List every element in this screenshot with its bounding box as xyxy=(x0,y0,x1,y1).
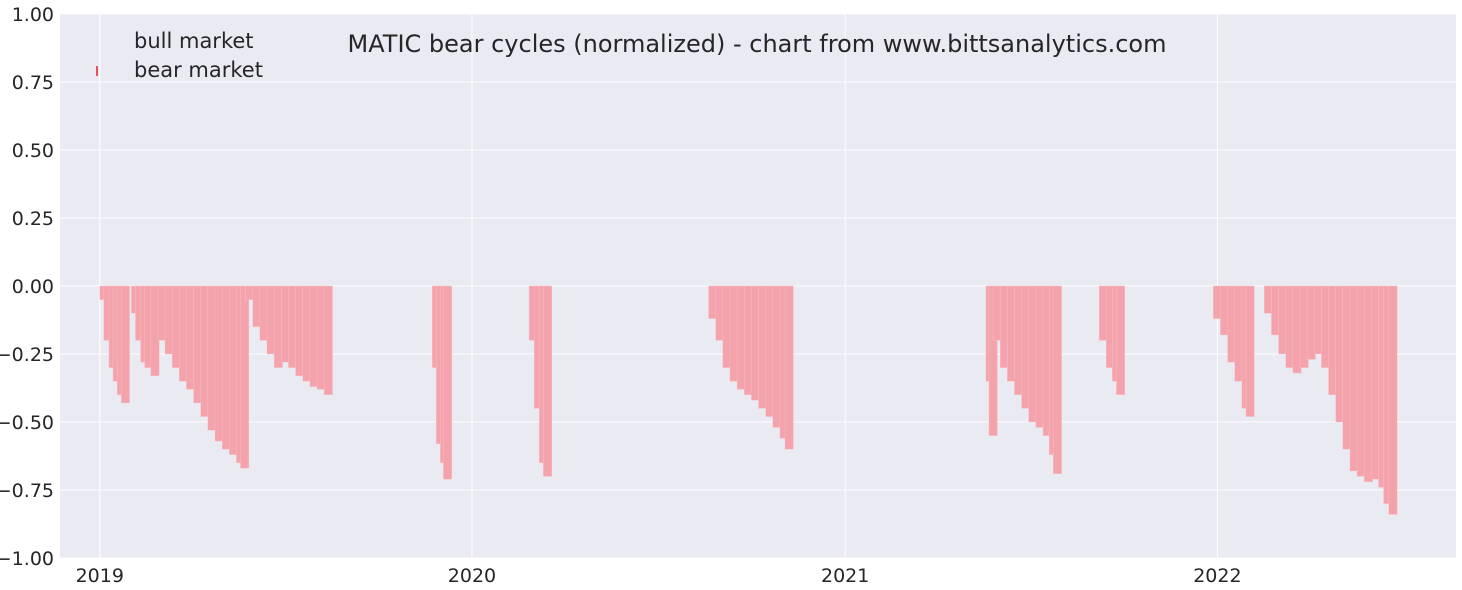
bear-bar xyxy=(1053,285,1062,474)
y-tick-label: 0.00 xyxy=(12,276,54,298)
chart-title: MATIC bear cycles (normalized) - chart f… xyxy=(348,30,1167,58)
y-tick-label: −1.00 xyxy=(0,548,54,570)
bear-bar xyxy=(323,285,333,396)
x-tick-label: 2020 xyxy=(448,565,496,587)
bear-bar xyxy=(543,285,552,477)
legend-swatch-bear xyxy=(96,66,98,76)
bear-bar xyxy=(1388,285,1398,515)
bear-bar xyxy=(1245,285,1255,417)
bear-bar xyxy=(120,285,130,404)
y-tick-label: −0.75 xyxy=(0,480,54,502)
y-tick-label: 0.75 xyxy=(12,72,54,94)
y-tick-label: 0.25 xyxy=(12,208,54,230)
y-tick-label: 0.50 xyxy=(12,140,54,162)
bear-bar xyxy=(784,285,794,450)
bear-bar xyxy=(443,285,453,480)
x-tick-label: 2019 xyxy=(76,565,124,587)
x-tick-label: 2021 xyxy=(821,565,869,587)
y-axis-ticks: 1.00 0.75 0.50 0.25 0.00 −0.25 −0.50 −0.75 −1.00 xyxy=(0,4,54,570)
legend-label-bull: bull market xyxy=(134,29,254,53)
legend-label-bear: bear market xyxy=(134,58,263,82)
bear-bar xyxy=(240,285,250,469)
bear-bar xyxy=(1116,285,1126,396)
x-tick-label: 2022 xyxy=(1193,565,1241,587)
legend: bull market bear market xyxy=(96,29,263,82)
y-tick-label: −0.25 xyxy=(0,344,54,366)
y-tick-label: 1.00 xyxy=(12,4,54,26)
y-tick-label: −0.50 xyxy=(0,412,54,434)
bear-market-bars xyxy=(99,285,1398,515)
x-axis-ticks: 2019 2020 2021 2022 xyxy=(76,565,1242,587)
